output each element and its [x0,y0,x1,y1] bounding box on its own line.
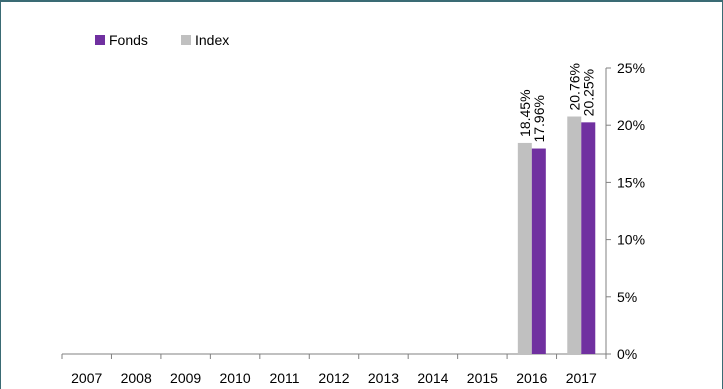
x-tick-label: 2016 [516,370,547,386]
x-tick-label: 2012 [318,370,349,386]
legend-label-fonds: Fonds [109,32,148,48]
data-label: 20.76% [566,63,582,110]
y-tick-label: 25% [617,60,645,76]
data-label: 17.96% [531,95,547,142]
x-tick-label: 2017 [566,370,597,386]
y-tick-label: 10% [617,232,645,248]
legend-label-index: Index [195,32,229,48]
x-tick-label: 2014 [417,370,448,386]
legend-swatch-fonds [95,35,105,45]
bar-index [567,116,582,354]
x-tick-label: 2008 [121,370,152,386]
y-tick-label: 15% [617,174,645,190]
x-tick-label: 2015 [467,370,498,386]
legend-swatch-index [181,35,191,45]
x-tick-label: 2011 [269,370,299,386]
y-tick-label: 20% [617,117,645,133]
y-tick-label: 5% [617,289,637,305]
bar-index [517,142,532,354]
y-tick-label: 0% [617,346,637,362]
x-tick-label: 2009 [170,370,201,386]
bar-fonds [581,122,596,354]
x-tick-label: 2013 [368,370,399,386]
bar-fonds [531,148,546,354]
data-label: 20.25% [580,69,596,116]
x-tick-label: 2007 [71,370,102,386]
data-label: 18.45% [517,89,533,136]
x-tick-label: 2010 [220,370,251,386]
